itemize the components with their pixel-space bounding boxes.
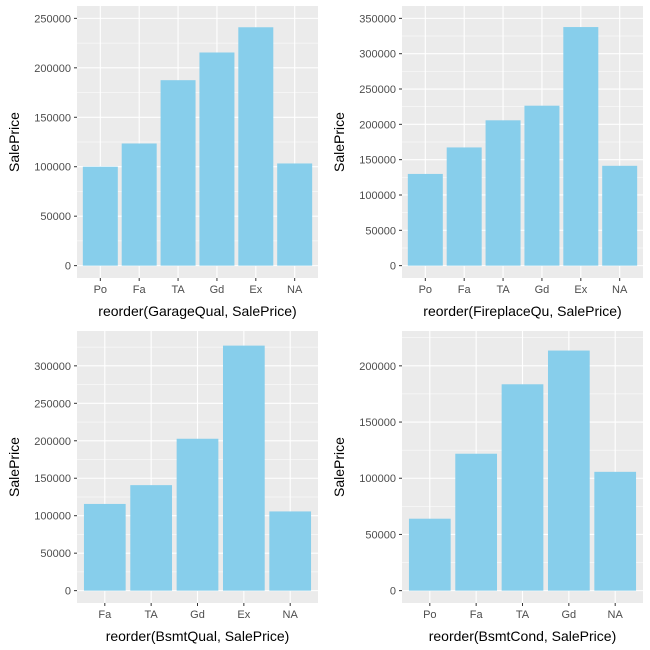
bar-fa xyxy=(455,453,498,591)
chart-2: 0 50000 100000 150000 200000 250000 300000 3500… xyxy=(331,6,643,319)
bar-gd xyxy=(524,105,560,266)
x-tick-label: Fa xyxy=(98,609,112,621)
bar-po xyxy=(407,173,443,266)
y-tick-label: 200000 xyxy=(359,361,396,373)
y-tick-label: 250000 xyxy=(34,13,71,25)
y-tick-label: 100000 xyxy=(359,190,396,202)
x-tick-label: Gd xyxy=(562,609,577,621)
y-tick-label: 0 xyxy=(65,261,71,273)
x-tick-label: NA xyxy=(608,609,624,621)
bar-ex xyxy=(238,27,274,266)
x-tick-label: Po xyxy=(94,284,107,296)
bar-gd xyxy=(176,438,219,591)
bar-ta xyxy=(160,80,196,266)
x-tick-label: Gd xyxy=(535,284,550,296)
bar-ta xyxy=(501,384,544,591)
y-tick-label: 100000 xyxy=(359,473,396,485)
y-tick-label: 300000 xyxy=(34,361,71,373)
bar-gd xyxy=(199,52,235,266)
y-tick-label: 50000 xyxy=(40,211,71,223)
bar-fa xyxy=(121,143,157,266)
y-tick-label: 200000 xyxy=(34,63,71,75)
y-tick-label: 0 xyxy=(65,586,71,598)
bar-na xyxy=(602,165,638,266)
y-tick-label: 150000 xyxy=(34,473,71,485)
bar-fa xyxy=(83,503,126,591)
x-tick-label: Gd xyxy=(190,609,205,621)
x-axis-title: reorder(BsmtQual, SalePrice) xyxy=(106,628,290,644)
chart-3: 0 50000 100000 150000 200000 250000 300000 Fa TA… xyxy=(6,331,318,644)
y-tick-label: 150000 xyxy=(359,155,396,167)
x-tick-label: NA xyxy=(283,609,299,621)
y-tick-label: 100000 xyxy=(34,511,71,523)
x-tick-label: Po xyxy=(419,284,432,296)
x-axis-title: reorder(FireplaceQu, SalePrice) xyxy=(423,303,621,319)
chart-4: 0 50000 100000 150000 200000 Po Fa TA Gd NA reorde… xyxy=(331,331,643,644)
x-tick-label: NA xyxy=(612,284,628,296)
y-tick-label: 250000 xyxy=(359,84,396,96)
y-axis-title: SalePrice xyxy=(331,112,347,172)
y-tick-label: 300000 xyxy=(359,49,396,61)
x-tick-label: TA xyxy=(145,609,159,621)
y-tick-label: 350000 xyxy=(359,13,396,25)
y-tick-label: 0 xyxy=(390,261,396,273)
bar-na xyxy=(269,511,312,591)
x-tick-label: Ex xyxy=(574,284,587,296)
y-tick-label: 0 xyxy=(390,586,396,598)
x-axis-title: reorder(BsmtCond, SalePrice) xyxy=(429,628,617,644)
y-axis-title: SalePrice xyxy=(6,112,22,172)
y-axis-title: SalePrice xyxy=(6,437,22,497)
x-tick-label: Fa xyxy=(458,284,472,296)
y-tick-label: 150000 xyxy=(359,417,396,429)
bar-fa xyxy=(446,147,482,266)
x-tick-label: Ex xyxy=(249,284,262,296)
bar-ex xyxy=(563,27,599,266)
x-axis-title: reorder(GarageQual, SalePrice) xyxy=(98,303,296,319)
x-tick-label: TA xyxy=(496,284,510,296)
bar-ex xyxy=(222,345,265,591)
x-tick-label: TA xyxy=(171,284,185,296)
y-tick-label: 50000 xyxy=(365,529,396,541)
y-tick-label: 150000 xyxy=(34,112,71,124)
chart-1: 0 50000 100000 150000 200000 250000 Po Fa TA Gd Ex… xyxy=(6,6,318,319)
x-tick-label: TA xyxy=(516,609,530,621)
x-tick-label: Ex xyxy=(237,609,250,621)
x-tick-label: NA xyxy=(287,284,303,296)
bar-na xyxy=(277,163,313,266)
y-tick-label: 200000 xyxy=(359,119,396,131)
x-tick-label: Fa xyxy=(133,284,147,296)
bar-na xyxy=(594,471,637,591)
y-tick-label: 100000 xyxy=(34,162,71,174)
bar-po xyxy=(408,518,451,591)
x-tick-label: Gd xyxy=(210,284,225,296)
y-tick-label: 50000 xyxy=(40,548,71,560)
y-tick-label: 50000 xyxy=(365,225,396,237)
bar-gd xyxy=(547,350,590,591)
x-tick-label: Fa xyxy=(470,609,484,621)
bar-ta xyxy=(130,485,173,591)
y-tick-label: 250000 xyxy=(34,398,71,410)
bar-po xyxy=(82,166,118,266)
y-tick-label: 200000 xyxy=(34,436,71,448)
x-tick-label: Po xyxy=(423,609,436,621)
bar-ta xyxy=(485,120,521,266)
y-axis-title: SalePrice xyxy=(331,437,347,497)
